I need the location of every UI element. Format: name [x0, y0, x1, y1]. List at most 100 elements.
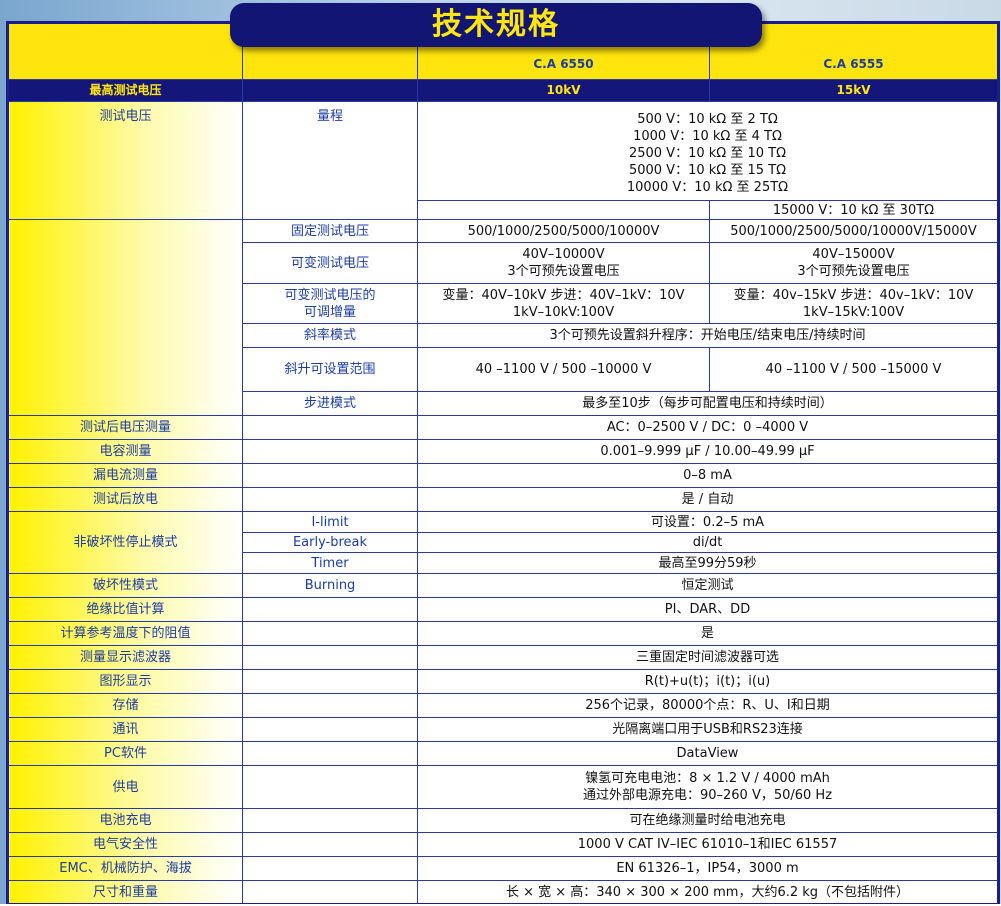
value: EN 61326–1，IP54，3000 m — [417, 856, 999, 881]
model-a-value: 40V–10000V 3个可预先设置电压 — [417, 242, 710, 284]
page-title: 技术规格 — [230, 3, 762, 47]
ramp-row: 斜率模式 3个可预先设置斜升程序：开始电压/结束电压/持续时间 — [8, 323, 999, 348]
line: 变量：40v–15kV 步进：40v–1kV：10V — [733, 287, 974, 303]
row-label: 最高测试电压 — [7, 79, 243, 102]
model-b-value: 40V–15000V 3个可预先设置电压 — [709, 242, 999, 284]
value: R(t)+u(t)；i(t)；i(u) — [417, 669, 999, 694]
row-label: 计算参考温度下的阻值 — [7, 621, 243, 646]
range-line: 10000 V：10 kΩ 至 25TΩ — [626, 179, 789, 195]
line: 通过外部电源充电：90–260 V，50/60 Hz — [582, 788, 833, 803]
nondestructive-row: Timer 最高至99分59秒 — [8, 552, 999, 574]
model-b-value: 40 –1100 V / 500 –15000 V — [709, 347, 999, 392]
row-label: 非破坏性停止模式 — [7, 511, 243, 574]
blank — [242, 741, 418, 766]
spec-row: 电池充电 可在绝缘测量时给电池充电 — [7, 808, 999, 833]
sub-label: Burning — [242, 573, 418, 598]
value: 恒定测试 — [417, 573, 999, 598]
row-label: 电池充电 — [7, 808, 243, 833]
row-label: 图形显示 — [7, 669, 243, 694]
model-a-value: 40 –1100 V / 500 –10000 V — [417, 347, 710, 392]
row-label: 破坏性模式 — [7, 573, 243, 598]
sub-label: I-limit — [242, 511, 418, 533]
header-blank — [7, 22, 243, 80]
blank — [242, 856, 418, 881]
value: 镍氢可充电电池：8 × 1.2 V / 4000 mAh 通过外部电源充电：90–… — [417, 765, 999, 809]
value: di/dt — [417, 532, 999, 553]
sub-label: 斜升可设置范围 — [242, 347, 418, 392]
spec-row: 电容测量 0.001–9.999 μF / 10.00–49.99 μF — [7, 439, 999, 464]
row-label: 测量显示滤波器 — [7, 645, 243, 670]
blank — [242, 832, 418, 857]
spec-row: 通讯 光隔离端口用于USB和RS23连接 — [7, 717, 999, 742]
value: 最多至10步（每步可配置电压和持续时间） — [417, 391, 999, 416]
value: 256个记录，80000个点：R、U、I和日期 — [417, 693, 999, 718]
sub-label: Early-break — [242, 532, 418, 553]
destructive-row: 破坏性模式 Burning 恒定测试 — [7, 573, 999, 598]
row-label: 电气安全性 — [7, 832, 243, 857]
model-a-value: 10kV — [417, 79, 710, 102]
range-b-extra: 15000 V：10 kΩ 至 30TΩ — [709, 200, 999, 220]
line: 3个可预先设置电压 — [797, 264, 910, 279]
row-label: 测试电压 — [7, 101, 243, 220]
spec-row: EMC、机械防护、海拔 EN 61326–1，IP54，3000 m — [7, 856, 999, 881]
value: 光隔离端口用于USB和RS23连接 — [417, 717, 999, 742]
nondestructive-row: 非破坏性停止模式 I-limit 可设置：0.2–5 mA — [7, 511, 999, 574]
blank — [242, 808, 418, 833]
model-b-value: 500/1000/2500/5000/10000V/15000V — [709, 219, 999, 243]
value: AC：0–2500 V / DC：0 –4000 V — [417, 415, 999, 440]
blank — [242, 621, 418, 646]
blank — [242, 79, 418, 102]
value: PI、DAR、DD — [417, 597, 999, 622]
sub-label: 固定测试电压 — [242, 219, 418, 243]
range-line: 2500 V：10 kΩ 至 10 TΩ — [628, 145, 787, 161]
line: 可调增量 — [303, 304, 356, 320]
sub-label: 步进模式 — [242, 391, 418, 416]
fixed-voltage-row: 固定测试电压 500/1000/2500/5000/10000V 500/100… — [7, 219, 999, 416]
blank — [242, 597, 418, 622]
blank — [242, 645, 418, 670]
row-label: 尺寸和重量 — [7, 880, 243, 905]
model-a-value: 500/1000/2500/5000/10000V — [417, 219, 710, 243]
range-values: 500 V：10 kΩ 至 2 TΩ 1000 V：10 kΩ 至 4 TΩ 2… — [417, 101, 999, 201]
value: 是 / 自动 — [417, 487, 999, 512]
power-row: 供电 镍氢可充电电池：8 × 1.2 V / 4000 mAh 通过外部电源充电：… — [7, 765, 999, 809]
value: 可设置：0.2–5 mA — [417, 511, 999, 533]
line: 变量：40V–10kV 步进：40V–1kV：10V — [442, 287, 685, 303]
row-label: 测试后电压测量 — [7, 415, 243, 440]
row-label: 存储 — [7, 693, 243, 718]
spec-row: 测试后放电 是 / 自动 — [7, 487, 999, 512]
row-label: EMC、机械防护、海拔 — [7, 856, 243, 881]
row-label: 电容测量 — [7, 439, 243, 464]
ramp-range-row: 斜升可设置范围 40 –1100 V / 500 –10000 V 40 –11… — [8, 347, 999, 392]
model-a-value: 变量：40V–10kV 步进：40V–1kV：10V 1kV–10kV:100V — [417, 283, 710, 324]
model-b-header: C.A 6555 — [709, 22, 999, 80]
sub-label: 量程 — [242, 101, 418, 220]
page-edge — [0, 904, 1001, 906]
line: 镍氢可充电电池：8 × 1.2 V / 4000 mAh — [585, 771, 830, 786]
row-label: PC软件 — [7, 741, 243, 766]
line: 可变测试电压的 — [284, 287, 376, 303]
blank — [417, 200, 710, 220]
variable-voltage-row: 可变测试电压 40V–10000V 3个可预先设置电压 40V–15000V 3个可… — [8, 242, 999, 284]
spec-row: 尺寸和重量 长 × 宽 × 高：340 × 300 × 200 mm，大约6.2 … — [7, 880, 999, 905]
value: 长 × 宽 × 高：340 × 300 × 200 mm，大约6.2 kg（不包… — [417, 880, 999, 905]
row-label: 通讯 — [7, 717, 243, 742]
value: 0.001–9.999 μF / 10.00–49.99 μF — [417, 439, 999, 464]
nondestructive-row: Early-break di/dt — [8, 532, 999, 553]
blank — [242, 765, 418, 809]
spec-row: 测试后电压测量 AC：0–2500 V / DC：0 –4000 V — [7, 415, 999, 440]
range-line: 500 V：10 kΩ 至 2 TΩ — [637, 111, 778, 127]
spec-row: 电气安全性 1000 V CAT IV–IEC 61010–1和IEC 61557 — [7, 832, 999, 857]
test-voltage-row: 测试电压 量程 500 V：10 kΩ 至 2 TΩ 1000 V：10 kΩ … — [7, 101, 999, 220]
row-label: 供电 — [7, 765, 243, 809]
blank — [242, 880, 418, 905]
spec-row: 绝缘比值计算 PI、DAR、DD — [7, 597, 999, 622]
row-label: 测试后放电 — [7, 487, 243, 512]
blank — [242, 463, 418, 488]
row-label: 漏电流测量 — [7, 463, 243, 488]
value: DataView — [417, 741, 999, 766]
sub-label: 斜率模式 — [242, 323, 418, 348]
value: 是 — [417, 621, 999, 646]
blank — [242, 717, 418, 742]
line: 3个可预先设置电压 — [507, 264, 620, 279]
